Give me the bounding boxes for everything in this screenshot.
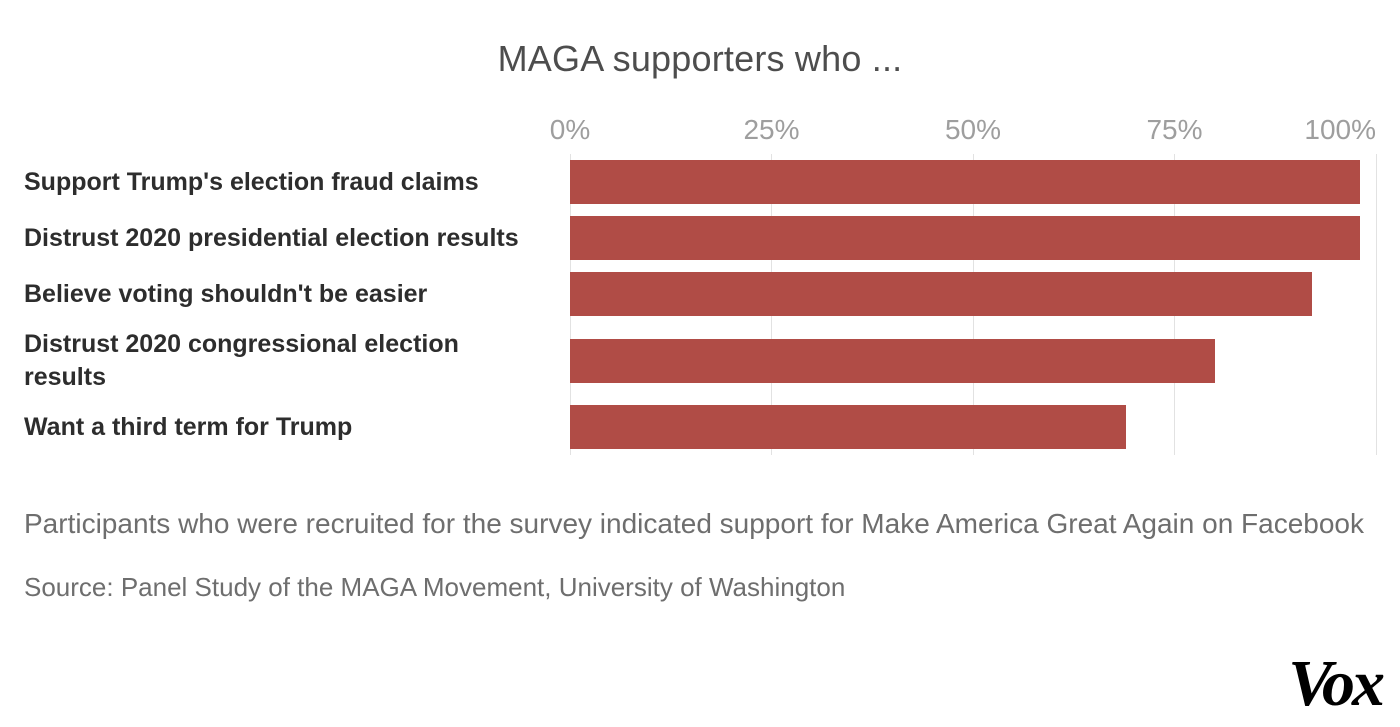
x-axis-tick-label: 0% [549,114,591,145]
chart-row: Want a third term for Trump [24,399,1376,455]
chart-row: Believe voting shouldn't be easier [24,266,1376,322]
category-label: Support Trump's election fraud claims [24,167,479,196]
chart-row: Distrust 2020 presidential election resu… [24,210,1376,266]
x-axis-tick-label: 100% [1304,114,1376,145]
category-label: Want a third term for Trump [24,412,353,441]
bar-track [570,160,1376,204]
source-text: Source: Panel Study of the MAGA Movement… [24,571,846,602]
plot-area: Support Trump's election fraud claims Dis… [24,154,1377,455]
bar-rows: Support Trump's election fraud claims Dis… [24,154,1376,455]
category-label: Distrust 2020 congressional election res… [24,330,459,391]
x-axis: 0% 25% 50% 75% 100% [550,110,1376,154]
chart-title: MAGA supporters who ... [497,38,903,79]
category-label: Believe voting shouldn't be easier [24,279,428,308]
bar [570,405,1127,449]
chart-row: Distrust 2020 congressional election res… [24,322,1376,399]
chart-note: Participants who were recruited for the … [24,508,1365,539]
x-axis-tick-label: 75% [1146,114,1203,145]
chart-row: Support Trump's election fraud claims [24,154,1376,210]
bar-chart: 0% 25% 50% 75% 100% Support Trump's election… [24,110,1377,455]
x-axis-tick-label: 50% [944,114,1002,145]
bar-track [570,216,1376,260]
gridline [1375,154,1377,455]
x-axis-tick-label: 25% [743,114,800,145]
category-label: Distrust 2020 presidential election resu… [24,223,519,252]
bar-track [570,272,1376,316]
bar [570,216,1360,260]
bar-track [570,338,1376,383]
bar [570,272,1312,316]
bar-track [570,405,1376,449]
bar [570,160,1360,204]
vox-logo: Vox [1288,647,1385,720]
bar [570,338,1215,383]
